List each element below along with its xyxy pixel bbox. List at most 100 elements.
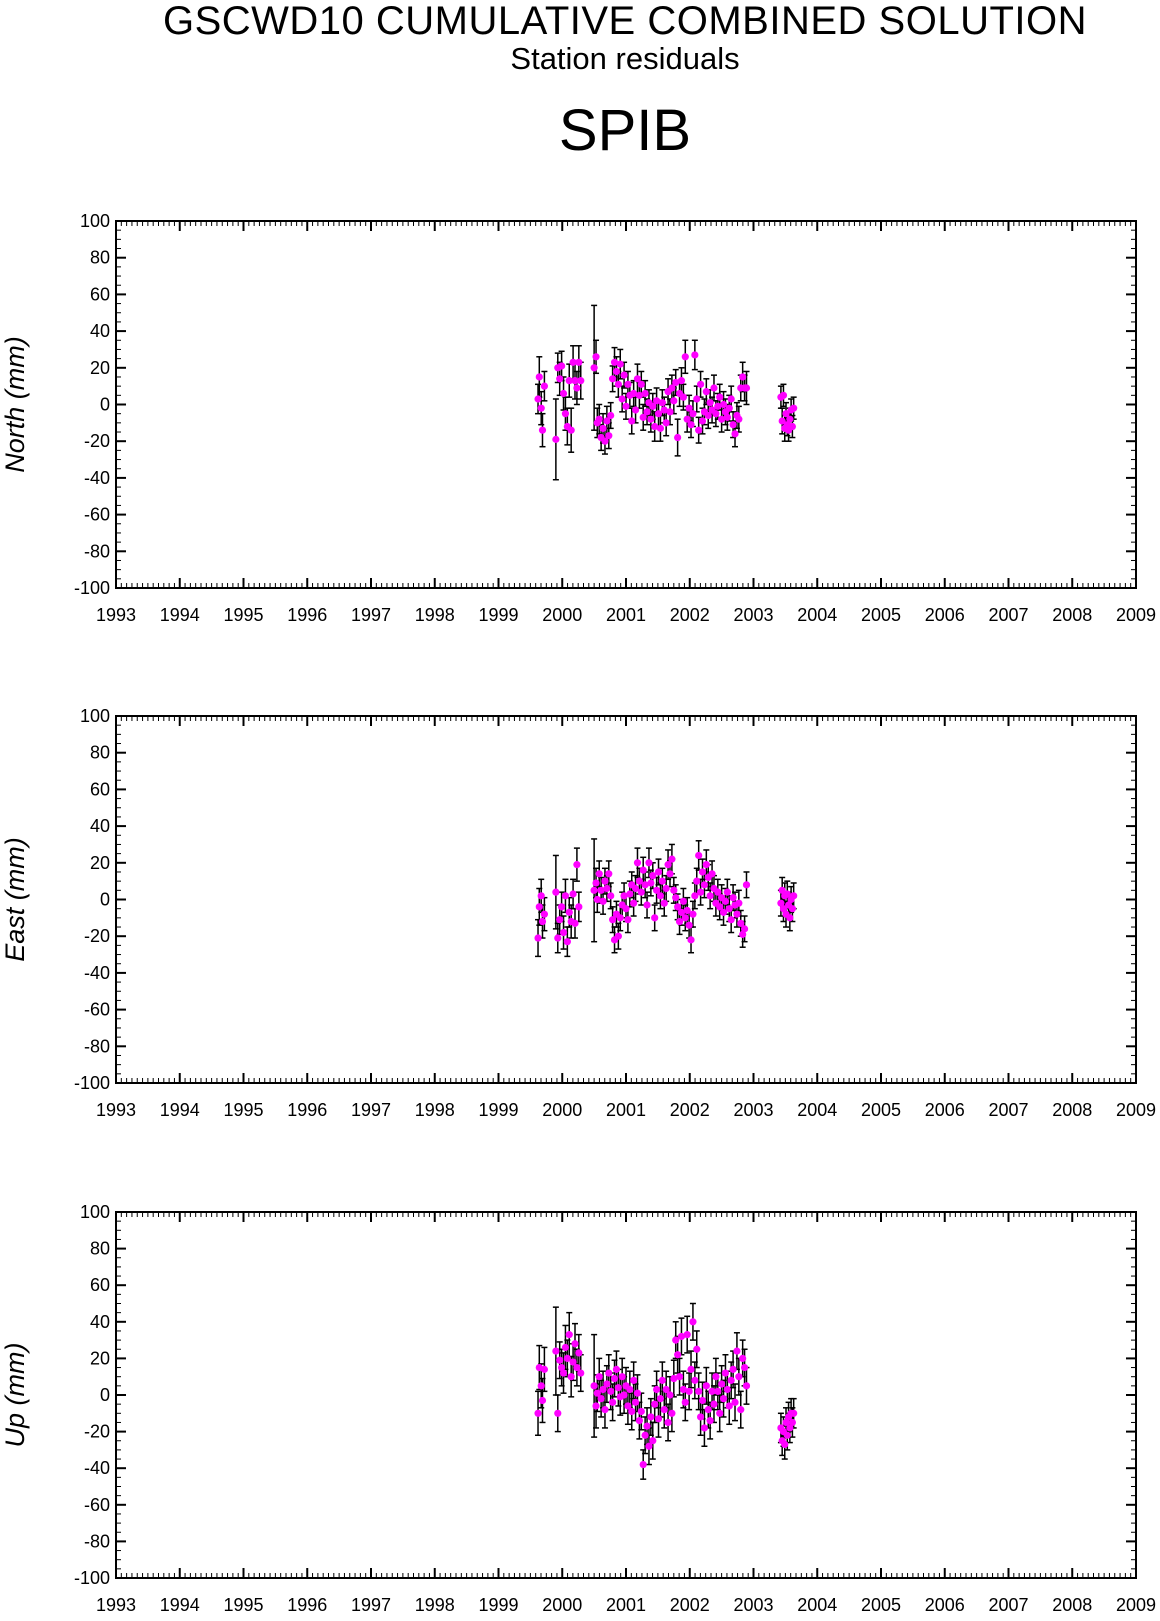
data-point	[786, 914, 794, 922]
x-tick-label: 2001	[606, 1100, 646, 1120]
data-point	[535, 903, 543, 911]
x-tick-label: 2007	[988, 1100, 1028, 1120]
data-point	[700, 881, 709, 889]
data-point	[668, 1409, 676, 1417]
y-tick-label: -20	[84, 431, 110, 451]
data-point	[552, 888, 560, 896]
data-point	[696, 888, 705, 896]
data-point	[778, 886, 786, 894]
data-point	[603, 884, 611, 893]
data-point	[706, 1417, 714, 1425]
x-tick-label: 2008	[1052, 1595, 1092, 1615]
data-point	[554, 1409, 562, 1417]
data-point	[538, 426, 547, 434]
data-point	[653, 1385, 661, 1394]
data-point	[782, 410, 790, 418]
data-point	[786, 415, 794, 423]
data-point	[670, 1374, 678, 1383]
y-tick-label: 40	[90, 321, 110, 341]
data-point	[710, 384, 718, 392]
data-point	[630, 899, 638, 907]
data-point	[660, 406, 668, 414]
y-tick-label: 60	[90, 779, 110, 799]
data-point	[575, 358, 583, 366]
data-point	[698, 417, 707, 425]
data-point	[727, 916, 735, 924]
data-point	[610, 358, 619, 366]
data-point	[786, 1424, 794, 1432]
data-point	[559, 1369, 568, 1377]
data-point	[595, 1373, 603, 1381]
x-tick-label: 2007	[988, 605, 1028, 625]
data-point	[668, 855, 676, 863]
data-point	[679, 1385, 687, 1394]
y-tick-label: -20	[84, 1422, 110, 1442]
data-point	[708, 870, 716, 878]
x-tick-label: 2005	[861, 1100, 901, 1120]
data-point	[537, 404, 545, 412]
data-point	[618, 1373, 626, 1381]
data-point	[668, 384, 676, 392]
data-point	[616, 360, 624, 368]
data-point	[693, 877, 701, 885]
panel-north: 1993 1994 1995 1996 1997 1998 1999 2000 2001 2002…	[0, 211, 1156, 625]
x-tick-label: 2009	[1116, 1595, 1156, 1615]
data-point	[687, 936, 695, 944]
data-point	[631, 884, 640, 893]
data-point	[735, 899, 743, 907]
data-point	[601, 877, 609, 885]
data-point	[683, 415, 691, 423]
data-point	[689, 910, 697, 918]
data-point	[567, 426, 575, 434]
data-point	[538, 1396, 547, 1405]
data-point	[647, 1413, 655, 1421]
x-tick-label: 1994	[160, 605, 200, 625]
data-point	[647, 879, 655, 887]
data-point	[651, 914, 659, 922]
data-point	[569, 1358, 577, 1366]
x-tick-label: 2005	[861, 1595, 901, 1615]
data-point	[714, 402, 722, 410]
data-point	[742, 881, 751, 889]
data-point	[721, 897, 730, 905]
y-tick-label: -100	[74, 578, 110, 598]
data-point	[666, 408, 674, 416]
data-point	[739, 373, 747, 381]
data-point	[633, 859, 642, 867]
data-point	[599, 424, 607, 432]
data-point	[683, 1331, 691, 1339]
data-point	[656, 892, 665, 900]
data-point	[790, 404, 798, 412]
page-title: GSCWD10 CUMULATIVE COMBINED SOLUTION	[162, 0, 1088, 43]
data-point	[696, 380, 705, 388]
x-tick-label: 1997	[351, 605, 391, 625]
data-point	[637, 888, 645, 896]
data-point	[590, 364, 598, 372]
data-point	[695, 426, 703, 434]
data-point	[559, 928, 568, 937]
y-tick-label: -40	[84, 468, 110, 488]
x-tick-label: 2000	[542, 1595, 582, 1615]
data-point	[601, 437, 609, 445]
data-point	[731, 430, 739, 438]
data-point	[534, 934, 542, 942]
data-point	[630, 389, 638, 398]
data-point	[537, 892, 545, 900]
data-point	[610, 1374, 619, 1383]
data-point	[740, 1363, 749, 1372]
data-point	[649, 1437, 657, 1445]
data-point	[626, 1385, 634, 1394]
y-tick-label: 40	[90, 816, 110, 836]
data-point	[778, 417, 786, 425]
data-point	[595, 415, 603, 423]
data-point	[716, 1409, 724, 1417]
data-point	[693, 1345, 701, 1353]
x-tick-label: 2008	[1052, 605, 1092, 625]
data-point	[731, 1398, 739, 1406]
data-point	[739, 930, 747, 938]
data-point	[605, 870, 613, 878]
x-tick-label: 2005	[861, 605, 901, 625]
y-tick-label: -20	[84, 926, 110, 946]
data-point	[559, 389, 568, 398]
data-point	[714, 1387, 722, 1395]
